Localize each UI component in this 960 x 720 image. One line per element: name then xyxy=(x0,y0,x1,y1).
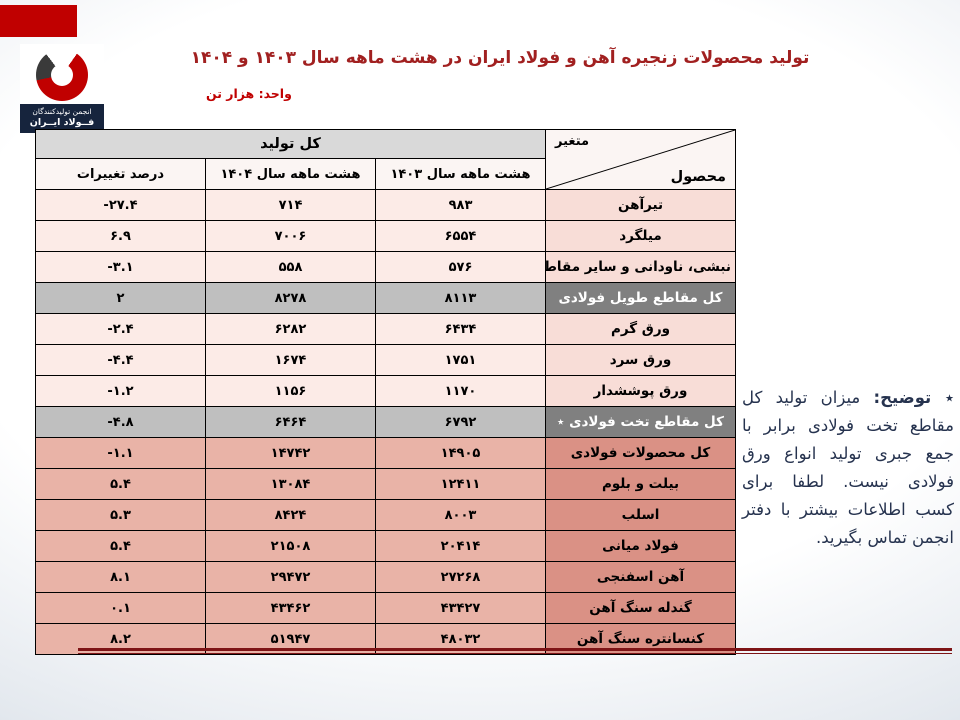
change-percent-cell: -۱.۱ xyxy=(35,437,206,469)
slide-title: تولید محصولات زنجیره آهن و فولاد ایران د… xyxy=(190,48,810,68)
table-row-subtotal: کل مقاطع تخت فولادی ٭ ۶۷۹۲ ۶۴۶۴ -۴.۸ xyxy=(35,406,736,438)
value-1404-cell: ۷۰۰۶ xyxy=(205,220,376,252)
product-cell: تیرآهن xyxy=(545,189,736,221)
value-1403-cell: ۵۷۶ xyxy=(375,251,546,283)
product-cell: ورق سرد xyxy=(545,344,736,376)
value-1403-cell: ۸۱۱۳ xyxy=(375,282,546,314)
change-percent-cell: ۵.۳ xyxy=(35,499,206,531)
value-1404-cell: ۷۱۴ xyxy=(205,189,376,221)
change-percent-cell: -۴.۴ xyxy=(35,344,206,376)
product-cell: کل مقاطع تخت فولادی ٭ xyxy=(545,406,736,438)
header-col-change: درصد تغییرات xyxy=(35,158,206,190)
change-percent-cell: ۸.۱ xyxy=(35,561,206,593)
table-row-total: کل محصولات فولادی ۱۴۹۰۵ ۱۴۷۴۲ -۱.۱ xyxy=(35,437,736,469)
product-cell: کل محصولات فولادی xyxy=(545,437,736,469)
value-1403-cell: ۱۷۵۱ xyxy=(375,344,546,376)
value-1404-cell: ۱۶۷۴ xyxy=(205,344,376,376)
value-1404-cell: ۸۴۲۴ xyxy=(205,499,376,531)
value-1404-cell: ۱۳۰۸۴ xyxy=(205,468,376,500)
product-cell: میلگرد xyxy=(545,220,736,252)
header-variable-label: متغیر xyxy=(555,134,590,149)
value-1403-cell: ۶۵۵۴ xyxy=(375,220,546,252)
table-row: گندله سنگ آهن ۴۳۴۲۷ ۴۳۴۶۲ ۰.۱ xyxy=(35,592,736,624)
logo-org-line1: انجمن تولیدکنندگان xyxy=(32,107,92,116)
product-cell: کل مقاطع طویل فولادی xyxy=(545,282,736,314)
value-1403-cell: ۶۷۹۲ xyxy=(375,406,546,438)
change-percent-cell: ۰.۱ xyxy=(35,592,206,624)
value-1403-cell: ۲۷۲۶۸ xyxy=(375,561,546,593)
logo-mark-icon xyxy=(36,49,88,101)
table-row: فولاد میانی ۲۰۴۱۴ ۲۱۵۰۸ ۵.۴ xyxy=(35,530,736,562)
change-percent-cell: ۲ xyxy=(35,282,206,314)
table-row: ورق گرم ۶۴۳۴ ۶۲۸۲ -۲.۴ xyxy=(35,313,736,345)
value-1403-cell: ۱۱۷۰ xyxy=(375,375,546,407)
logo-org-line2: فــولاد ایــران xyxy=(29,117,95,128)
value-1403-cell: ۴۳۴۲۷ xyxy=(375,592,546,624)
table-row-subtotal: کل مقاطع طویل فولادی ۸۱۱۳ ۸۲۷۸ ۲ xyxy=(35,282,736,314)
footnote-text: میزان تولید کل مقاطع تخت فولادی برابر با… xyxy=(742,388,954,547)
diagonal-header-cell: متغیر محصول xyxy=(545,129,736,190)
diagonal-divider xyxy=(546,130,735,189)
product-cell: ورق گرم xyxy=(545,313,736,345)
unit-label: واحد: هزار تن xyxy=(206,86,292,101)
value-1404-cell: ۵۵۸ xyxy=(205,251,376,283)
value-1404-cell: ۴۳۴۶۲ xyxy=(205,592,376,624)
table-row: آهن اسفنجی ۲۷۲۶۸ ۲۹۴۷۲ ۸.۱ xyxy=(35,561,736,593)
footer-rule-thick xyxy=(78,648,952,651)
ispa-logo: انجمن تولیدکنندگان فــولاد ایــران xyxy=(20,44,104,133)
table-header-row-1: متغیر محصول کل تولید xyxy=(35,129,736,190)
production-table: متغیر محصول کل تولید هشت ماهه سال ۱۴۰۳ ه… xyxy=(35,129,736,655)
value-1404-cell: ۲۹۴۷۲ xyxy=(205,561,376,593)
header-col-1403: هشت ماهه سال ۱۴۰۳ xyxy=(375,158,546,190)
footer-rule-thin xyxy=(78,653,952,654)
change-percent-cell: ۵.۴ xyxy=(35,530,206,562)
table-header-row-2: هشت ماهه سال ۱۴۰۳ هشت ماهه سال ۱۴۰۴ درصد… xyxy=(35,158,736,190)
change-percent-cell: -۲.۴ xyxy=(35,313,206,345)
value-1404-cell: ۶۴۶۴ xyxy=(205,406,376,438)
value-1404-cell: ۱۱۵۶ xyxy=(205,375,376,407)
product-cell: گندله سنگ آهن xyxy=(545,592,736,624)
product-cell: آهن اسفنجی xyxy=(545,561,736,593)
product-cell: بیلت و بلوم xyxy=(545,468,736,500)
logo-org-name: انجمن تولیدکنندگان فــولاد ایــران xyxy=(20,104,104,133)
header-product-label: محصول xyxy=(670,169,726,185)
value-1403-cell: ۹۸۳ xyxy=(375,189,546,221)
production-table-wrapper: متغیر محصول کل تولید هشت ماهه سال ۱۴۰۳ ه… xyxy=(35,129,736,655)
table-row: ورق سرد ۱۷۵۱ ۱۶۷۴ -۴.۴ xyxy=(35,344,736,376)
change-percent-cell: -۲۷.۴ xyxy=(35,189,206,221)
table-row: میلگرد ۶۵۵۴ ۷۰۰۶ ۶.۹ xyxy=(35,220,736,252)
change-percent-cell: ۵.۴ xyxy=(35,468,206,500)
value-1403-cell: ۱۴۹۰۵ xyxy=(375,437,546,469)
top-left-red-bar xyxy=(0,5,77,37)
footnote-label: ٭ توضیح: xyxy=(873,388,955,407)
value-1403-cell: ۶۴۳۴ xyxy=(375,313,546,345)
product-cell: نبشی، ناودانی و سایر مقاطع xyxy=(545,251,736,283)
header-col-1404: هشت ماهه سال ۱۴۰۴ xyxy=(205,158,376,190)
product-cell: ورق پوششدار xyxy=(545,375,736,407)
footnote: ٭ توضیح: میزان تولید کل مقاطع تخت فولادی… xyxy=(742,384,954,552)
product-cell: فولاد میانی xyxy=(545,530,736,562)
change-percent-cell: -۳.۱ xyxy=(35,251,206,283)
value-1404-cell: ۱۴۷۴۲ xyxy=(205,437,376,469)
value-1404-cell: ۶۲۸۲ xyxy=(205,313,376,345)
value-1403-cell: ۱۲۴۱۱ xyxy=(375,468,546,500)
table-row: نبشی، ناودانی و سایر مقاطع ۵۷۶ ۵۵۸ -۳.۱ xyxy=(35,251,736,283)
value-1403-cell: ۲۰۴۱۴ xyxy=(375,530,546,562)
table-row: بیلت و بلوم ۱۲۴۱۱ ۱۳۰۸۴ ۵.۴ xyxy=(35,468,736,500)
table-row: اسلب ۸۰۰۳ ۸۴۲۴ ۵.۳ xyxy=(35,499,736,531)
change-percent-cell: -۱.۲ xyxy=(35,375,206,407)
change-percent-cell: -۴.۸ xyxy=(35,406,206,438)
change-percent-cell: ۶.۹ xyxy=(35,220,206,252)
table-row: ورق پوششدار ۱۱۷۰ ۱۱۵۶ -۱.۲ xyxy=(35,375,736,407)
value-1404-cell: ۸۲۷۸ xyxy=(205,282,376,314)
header-total-production: کل تولید xyxy=(35,129,546,159)
value-1403-cell: ۸۰۰۳ xyxy=(375,499,546,531)
table-row: تیرآهن ۹۸۳ ۷۱۴ -۲۷.۴ xyxy=(35,189,736,221)
value-1404-cell: ۲۱۵۰۸ xyxy=(205,530,376,562)
product-cell: اسلب xyxy=(545,499,736,531)
